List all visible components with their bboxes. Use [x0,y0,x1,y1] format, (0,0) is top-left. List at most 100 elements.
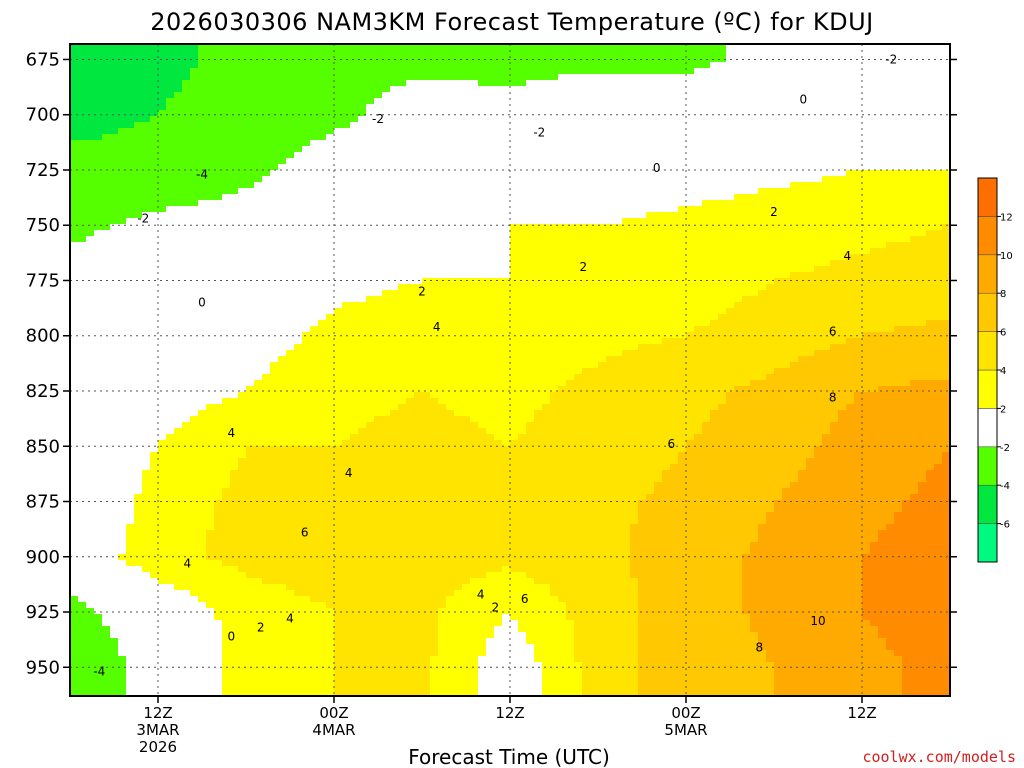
field-cell [254,206,263,213]
field-cell [254,620,263,627]
field-cell [366,50,375,57]
field-cell [278,692,287,696]
field-cell [94,506,103,513]
field-cell [254,260,263,267]
field-cell [86,398,95,405]
field-cell [270,116,279,123]
field-cell [246,542,255,549]
field-cell [102,284,111,291]
field-cell [206,314,215,321]
field-cell [294,248,303,255]
field-cell [422,458,431,465]
field-cell [70,518,79,525]
field-cell [214,356,223,363]
field-cell [422,200,431,207]
field-cell [422,110,431,117]
field-cell [278,596,287,603]
field-cell [110,686,119,693]
field-cell [302,260,311,267]
field-cell [214,260,223,267]
field-cell [70,608,79,615]
field-cell [422,476,431,483]
field-cell [102,434,111,441]
field-cell [358,572,367,579]
field-cell [110,458,119,465]
field-cell [398,536,407,543]
field-cell [398,290,407,297]
field-cell [70,212,79,219]
field-cell [174,44,183,51]
field-cell [222,260,231,267]
field-cell [142,260,151,267]
field-cell [326,308,335,315]
field-cell [414,644,423,651]
field-cell [190,548,199,555]
field-cell [350,398,359,405]
field-cell [70,134,79,141]
field-cell [350,326,359,333]
field-cell [246,536,255,543]
field-cell [334,362,343,369]
field-cell [126,128,135,135]
field-cell [134,626,143,633]
field-cell [78,284,87,291]
field-cell [214,428,223,435]
field-cell [286,356,295,363]
field-cell [326,458,335,465]
field-cell [262,56,271,63]
field-cell [318,326,327,333]
field-cell [174,176,183,183]
field-cell [286,566,295,573]
field-cell [102,308,111,315]
field-cell [158,686,167,693]
field-cell [382,326,391,333]
field-cell [286,644,295,651]
field-cell [350,332,359,339]
field-cell [102,272,111,279]
field-cell [350,662,359,669]
field-cell [374,296,383,303]
field-cell [270,86,279,93]
field-cell [86,308,95,315]
field-cell [190,104,199,111]
field-cell [166,98,175,105]
field-cell [262,332,271,339]
field-cell [382,560,391,567]
field-cell [70,398,79,405]
field-cell [350,368,359,375]
field-cell [78,422,87,429]
field-cell [206,194,215,201]
field-cell [422,470,431,477]
field-cell [262,356,271,363]
field-cell [246,608,255,615]
field-cell [86,332,95,339]
field-cell [126,296,135,303]
field-cell [310,536,319,543]
field-cell [414,128,423,135]
field-cell [398,314,407,321]
field-cell [166,50,175,57]
field-cell [270,386,279,393]
field-cell [150,140,159,147]
field-cell [246,476,255,483]
field-cell [142,566,151,573]
field-cell [174,284,183,291]
field-cell [110,74,119,81]
field-cell [86,194,95,201]
field-cell [286,236,295,243]
field-cell [270,662,279,669]
field-cell [198,62,207,69]
field-cell [70,170,79,177]
field-cell [166,656,175,663]
field-cell [414,218,423,225]
field-cell [270,398,279,405]
field-cell [174,122,183,129]
field-cell [102,650,111,657]
field-cell [86,584,95,591]
field-cell [382,590,391,597]
field-cell [310,458,319,465]
field-cell [430,572,439,579]
field-cell [94,200,103,207]
field-cell [398,194,407,201]
field-cell [158,470,167,477]
